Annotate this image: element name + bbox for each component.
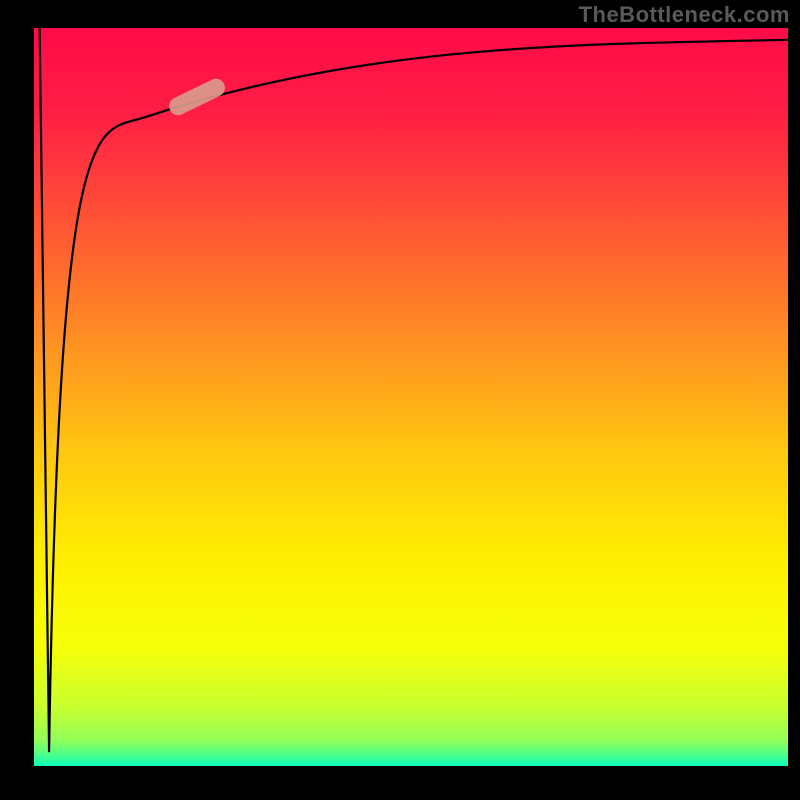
watermark-label: TheBottleneck.com xyxy=(579,2,790,28)
plot-area xyxy=(34,28,788,766)
bottleneck-curve xyxy=(34,28,788,766)
